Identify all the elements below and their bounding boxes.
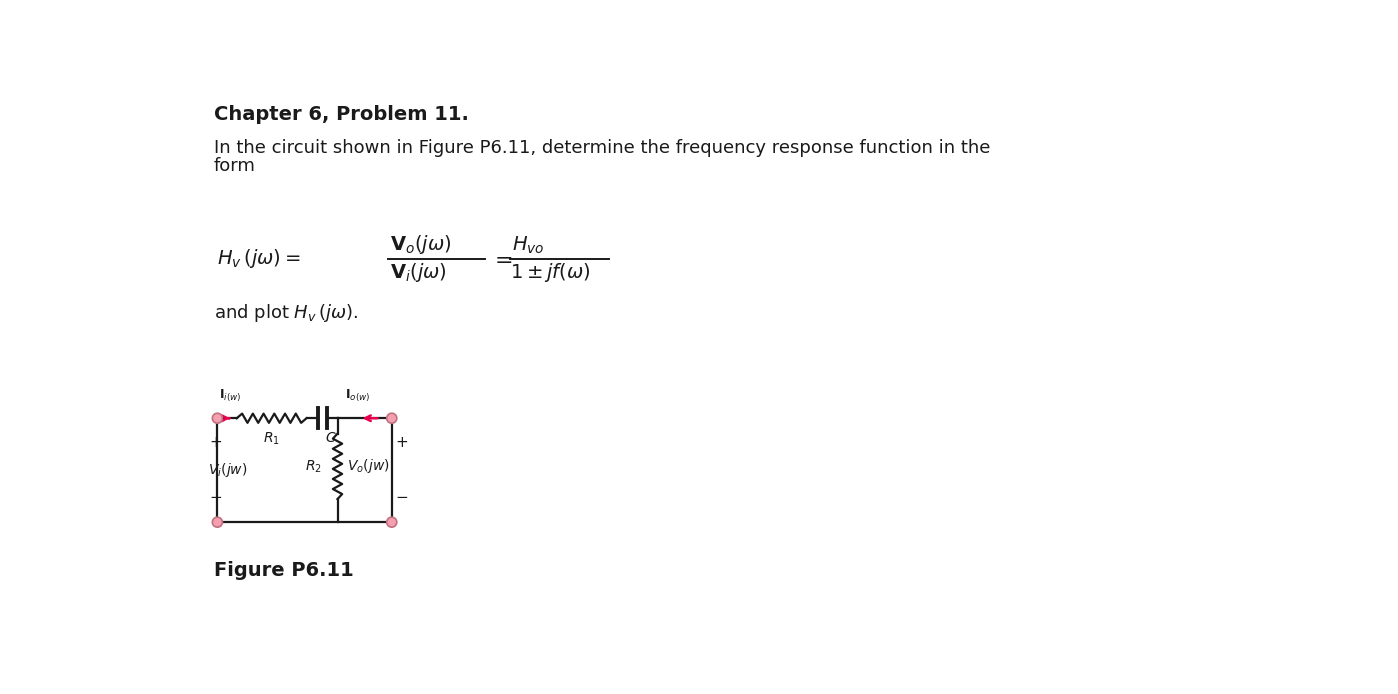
Text: $=$: $=$ [491, 248, 513, 270]
Circle shape [212, 413, 222, 423]
Text: $R_1$: $R_1$ [263, 430, 280, 447]
Text: Figure P6.11: Figure P6.11 [214, 561, 354, 579]
Text: In the circuit shown in Figure P6.11, determine the frequency response function : In the circuit shown in Figure P6.11, de… [214, 139, 990, 157]
Text: +: + [396, 435, 408, 450]
Text: −: − [396, 490, 408, 505]
Text: $V_o(jw)$: $V_o(jw)$ [347, 457, 390, 475]
Circle shape [212, 517, 222, 527]
Text: and plot $H_v\,(j\omega)$.: and plot $H_v\,(j\omega)$. [214, 302, 358, 324]
Text: Chapter 6, Problem 11.: Chapter 6, Problem 11. [214, 105, 468, 124]
Text: form: form [214, 158, 256, 175]
Text: $\mathbf{I}_{o(w)}$: $\mathbf{I}_{o(w)}$ [345, 388, 370, 405]
Text: $H_v\,(j\omega) =$: $H_v\,(j\omega) =$ [217, 247, 301, 271]
Circle shape [387, 413, 397, 423]
Text: $\mathbf{V}_i(j\omega)$: $\mathbf{V}_i(j\omega)$ [390, 261, 447, 285]
Text: $C$: $C$ [324, 430, 337, 445]
Text: $R_2$: $R_2$ [305, 458, 322, 475]
Text: $1\pm jf(\omega)$: $1\pm jf(\omega)$ [509, 261, 590, 285]
Circle shape [387, 517, 397, 527]
Text: −: − [210, 490, 222, 505]
Text: +: + [210, 435, 222, 450]
Text: $\mathbf{I}_{i(w)}$: $\mathbf{I}_{i(w)}$ [219, 388, 242, 405]
Text: $\mathbf{V}_o(j\omega)$: $\mathbf{V}_o(j\omega)$ [390, 233, 452, 257]
Text: $H_{vo}$: $H_{vo}$ [512, 235, 544, 255]
Text: $V_i(jw)$: $V_i(jw)$ [208, 461, 247, 479]
